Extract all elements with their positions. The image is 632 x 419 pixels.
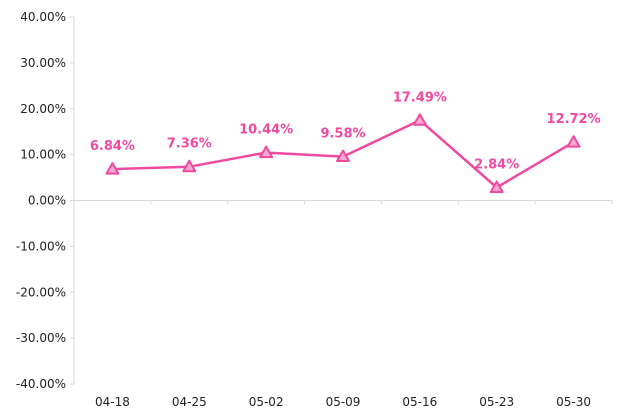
data-label: 6.84% <box>90 139 135 154</box>
x-tick-label: 04-18 <box>95 395 130 409</box>
y-tick-label: 30.00% <box>20 56 66 70</box>
x-tick-label: 05-16 <box>402 395 437 409</box>
data-label: 9.58% <box>320 127 365 142</box>
y-tick-label: -10.00% <box>16 239 66 253</box>
axes <box>73 17 612 384</box>
x-axis-ticks: 04-18 04-25 05-02 05-09 05-16 05-23 05-30 <box>73 200 613 409</box>
data-point-marker <box>336 149 350 163</box>
data-point-marker <box>105 162 120 175</box>
y-tick-label: -30.00% <box>16 331 66 345</box>
y-axis-ticks: 40.00% 30.00% 20.00% 10.00% 0.00% -10.00% -20.… <box>16 10 74 391</box>
data-label: 10.44% <box>239 123 293 138</box>
x-tick-label: 05-23 <box>479 395 514 409</box>
y-tick-label: 0.00% <box>28 194 66 208</box>
data-labels: 6.84% 7.36% 10.44% 9.58% 17.49% 2.84% 12.72% <box>90 90 601 172</box>
x-tick-label: 05-02 <box>249 395 284 409</box>
data-label: 17.49% <box>393 90 447 105</box>
x-tick-label: 05-30 <box>556 395 591 409</box>
data-point-marker <box>566 135 581 148</box>
x-tick-label: 05-09 <box>326 395 361 409</box>
y-tick-label: 20.00% <box>20 102 66 116</box>
y-tick-label: -20.00% <box>16 285 66 299</box>
y-tick-label: -40.00% <box>16 377 66 391</box>
data-label: 7.36% <box>167 137 212 152</box>
data-point-marker <box>489 180 504 193</box>
data-label: 12.72% <box>546 112 600 127</box>
data-point-marker <box>259 145 274 159</box>
data-point-marker <box>412 113 427 126</box>
data-point-marker <box>182 159 197 173</box>
y-tick-label: 40.00% <box>20 10 66 24</box>
x-tick-label: 04-25 <box>172 395 207 409</box>
series-group <box>105 113 581 193</box>
data-label: 2.84% <box>474 157 519 172</box>
y-tick-label: 10.00% <box>20 148 66 162</box>
